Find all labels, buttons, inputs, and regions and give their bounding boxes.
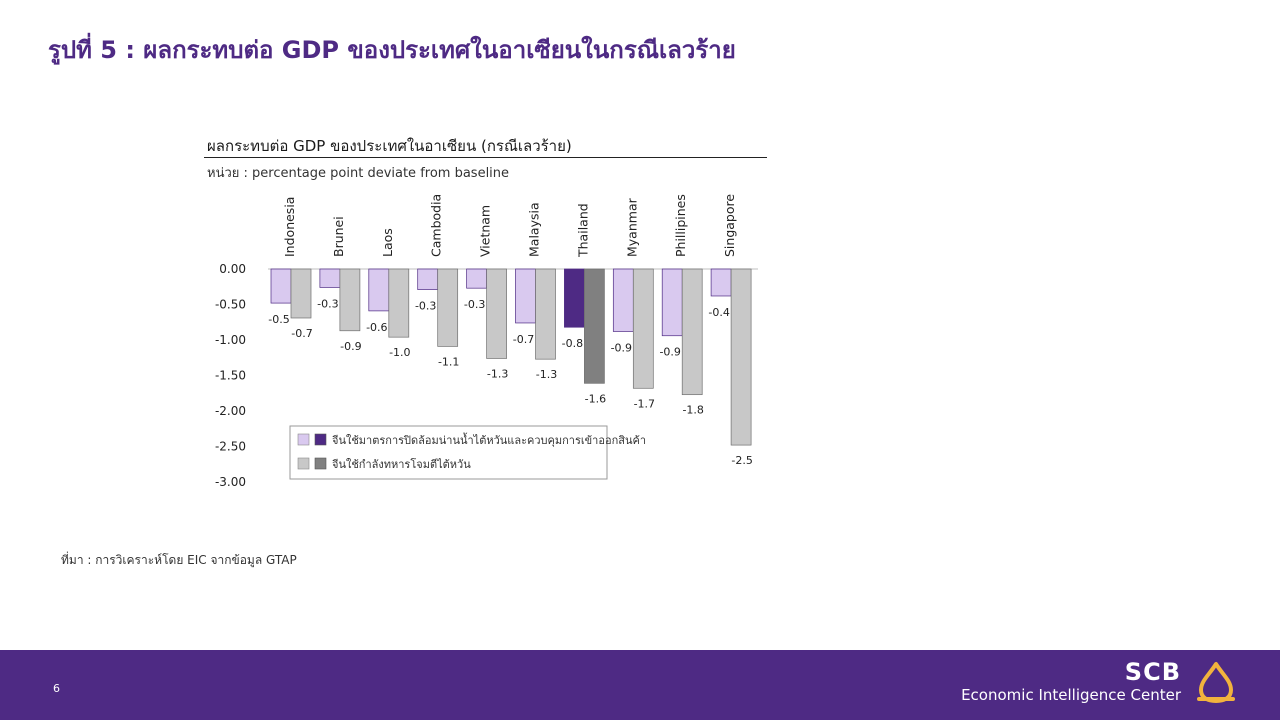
bar-military-indonesia [290,268,312,319]
legend-label: จีนใช้กำลังทหารโจมตีไต้หวัน [331,457,471,471]
legend-swatch-blockade-thailand [314,433,327,446]
category-label: Malaysia [527,202,542,257]
data-label: -1.1 [438,355,459,368]
data-label: -0.3 [415,300,436,313]
y-tick-label: -1.50 [215,369,246,383]
bar-military-myanmar [632,268,654,389]
bar-chart: 0.00-0.50-1.00-1.50-2.00-2.50-3.00-0.5-0… [215,194,758,489]
bar-military-phillipines [681,268,703,396]
bar-military-laos [388,268,410,338]
bar-military-brunei [339,268,361,332]
category-label: Cambodia [429,194,444,257]
y-tick-label: 0.00 [219,262,246,276]
footer-bar: 6 SCB Economic Intelligence Center [0,650,1280,720]
bar-blockade-phillipines [661,268,683,337]
category-label: Phillipines [673,194,688,257]
legend-swatch-military [297,457,310,470]
bar-military-malaysia [535,268,556,360]
data-label: -1.8 [682,404,703,417]
y-tick-label: -3.00 [215,475,246,489]
data-label: -0.4 [708,306,729,319]
data-label: -0.3 [464,298,485,311]
data-label: -1.3 [536,368,557,381]
y-tick-label: -1.00 [215,333,246,347]
data-label: -1.3 [487,367,508,380]
legend-swatch-military-thailand [314,457,327,470]
chart-title-rule [204,157,767,158]
chart-title: ผลกระทบต่อ GDP ของประเทศในอาเซียน (กรณีเ… [207,137,572,155]
data-label: -0.6 [366,321,387,334]
data-label: -0.3 [317,297,338,310]
data-label: -0.8 [562,337,583,350]
data-label: -0.9 [340,340,361,353]
bar-blockade-malaysia [515,268,536,324]
legend-box [289,425,608,480]
bar-military-cambodia [437,268,459,347]
data-label: -0.7 [513,333,534,346]
legend-label: จีนใช้มาตรการปิดล้อมน่านน้ำไต้หวันและควบ… [331,432,646,447]
data-label: -1.7 [634,397,655,410]
bar-blockade-myanmar [612,268,634,332]
brand-short-name: SCB [1124,658,1181,686]
bar-blockade-laos [368,268,390,312]
scb-lotus-logo-icon [1197,662,1235,703]
data-label: -2.5 [731,454,752,467]
bar-blockade-thailand [564,268,585,328]
source-note: ที่มา : การวิเคราะห์โดย EIC จากข้อมูล GT… [61,553,297,567]
bar-military-thailand [584,268,605,384]
bar-blockade-cambodia [417,268,439,290]
data-label: -1.6 [585,392,606,405]
y-tick-label: -2.50 [215,440,246,454]
legend-swatch-blockade [297,433,310,446]
bar-blockade-singapore [710,268,732,297]
bar-blockade-brunei [319,268,341,288]
data-label: -1.0 [389,346,410,359]
bar-military-vietnam [486,268,507,359]
category-label: Indonesia [282,197,297,257]
slide-title: รูปที่ 5 : ผลกระทบต่อ GDP ของประเทศในอาเ… [48,36,736,64]
data-label: -0.5 [268,313,289,326]
bar-military-singapore [730,268,752,446]
category-label: Brunei [331,216,346,257]
category-label: Laos [380,228,395,257]
category-label: Vietnam [478,205,493,257]
bar-blockade-indonesia [270,268,292,304]
category-label: Thailand [575,203,590,258]
data-label: -0.9 [659,346,680,359]
chart-unit-label: หน่วย : percentage point deviate from ba… [207,166,510,181]
data-label: -0.7 [291,327,312,340]
y-tick-label: -2.00 [215,404,246,418]
category-label: Myanmar [624,197,639,257]
category-label: Singapore [722,194,737,257]
page-number: 6 [53,682,60,695]
bar-blockade-vietnam [466,268,487,289]
brand-long-name: Economic Intelligence Center [961,686,1181,704]
y-tick-label: -0.50 [215,298,246,312]
data-label: -0.9 [611,341,632,354]
